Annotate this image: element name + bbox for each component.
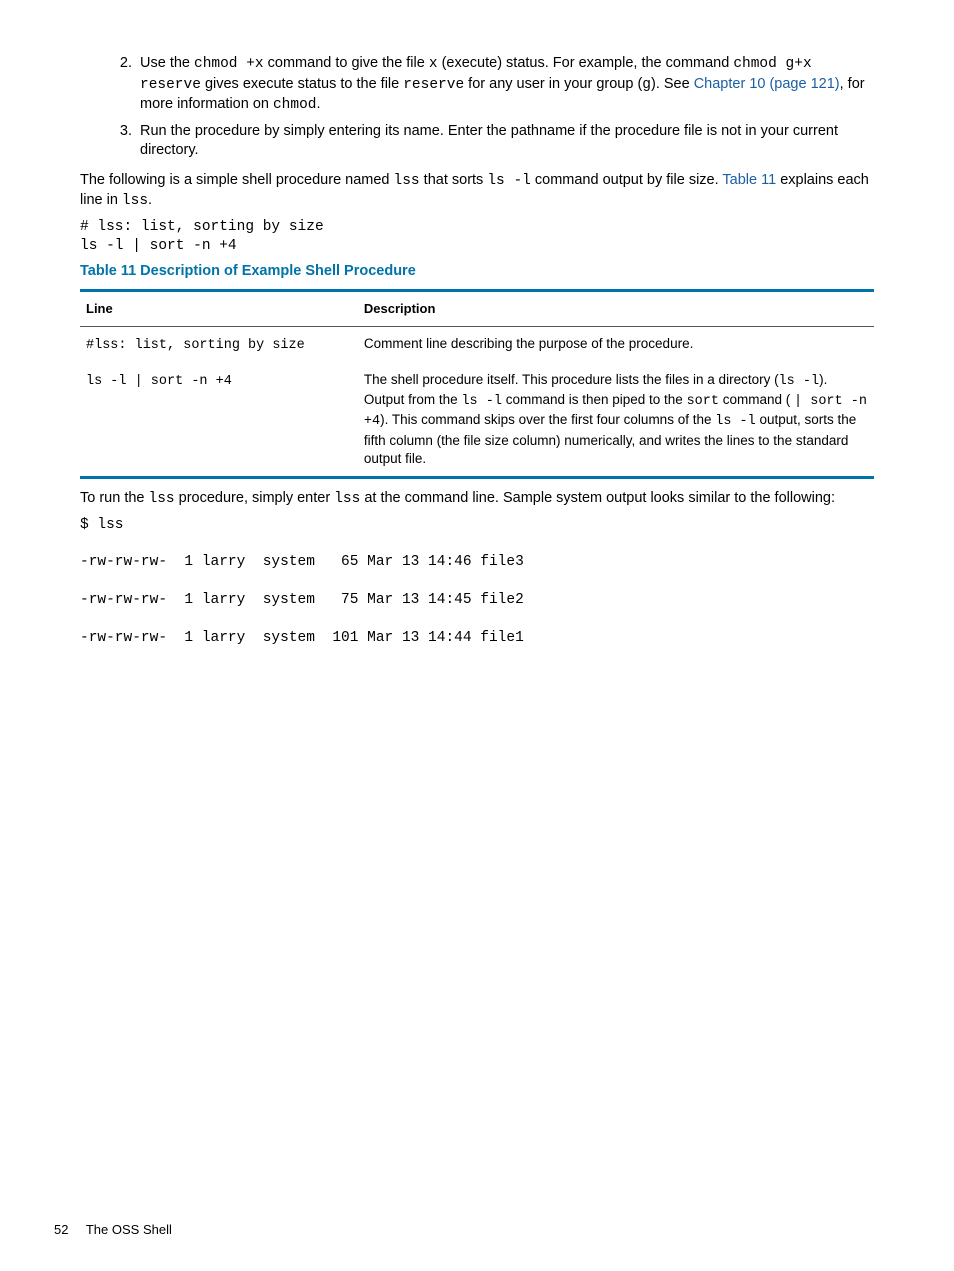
step-item: Run the procedure by simply entering its… <box>136 122 874 161</box>
page-number: 52 <box>54 1222 68 1237</box>
page-footer: 52 The OSS Shell <box>54 1221 172 1239</box>
description-table: Line Description #lss: list, sorting by … <box>80 289 874 479</box>
table-header-description: Description <box>358 291 874 327</box>
table-title: Table 11 Description of Example Shell Pr… <box>80 262 874 282</box>
step-item: Use the chmod +x command to give the fil… <box>136 54 874 116</box>
code-block-sample-output: $ lss -rw-rw-rw- 1 larry system 65 Mar 1… <box>80 516 874 648</box>
ordered-steps: Use the chmod +x command to give the fil… <box>80 54 874 161</box>
code-block-lss-source: # lss: list, sorting by size ls -l | sor… <box>80 218 874 256</box>
table-row: #lss: list, sorting by sizeComment line … <box>80 326 874 363</box>
after-table-paragraph: To run the lss procedure, simply enter l… <box>80 489 874 510</box>
cross-reference-link[interactable]: Table 11 <box>722 172 776 188</box>
intro-paragraph: The following is a simple shell procedur… <box>80 171 874 212</box>
table-row: ls -l | sort -n +4The shell procedure it… <box>80 363 874 478</box>
table-header-line: Line <box>80 291 358 327</box>
cross-reference-link[interactable]: Chapter 10 (page 121) <box>694 76 840 92</box>
table-cell-description: The shell procedure itself. This procedu… <box>358 363 874 478</box>
table-cell-line: ls -l | sort -n +4 <box>80 363 358 478</box>
table-cell-description: Comment line describing the purpose of t… <box>358 326 874 363</box>
table-cell-line: #lss: list, sorting by size <box>80 326 358 363</box>
section-title: The OSS Shell <box>86 1222 172 1237</box>
